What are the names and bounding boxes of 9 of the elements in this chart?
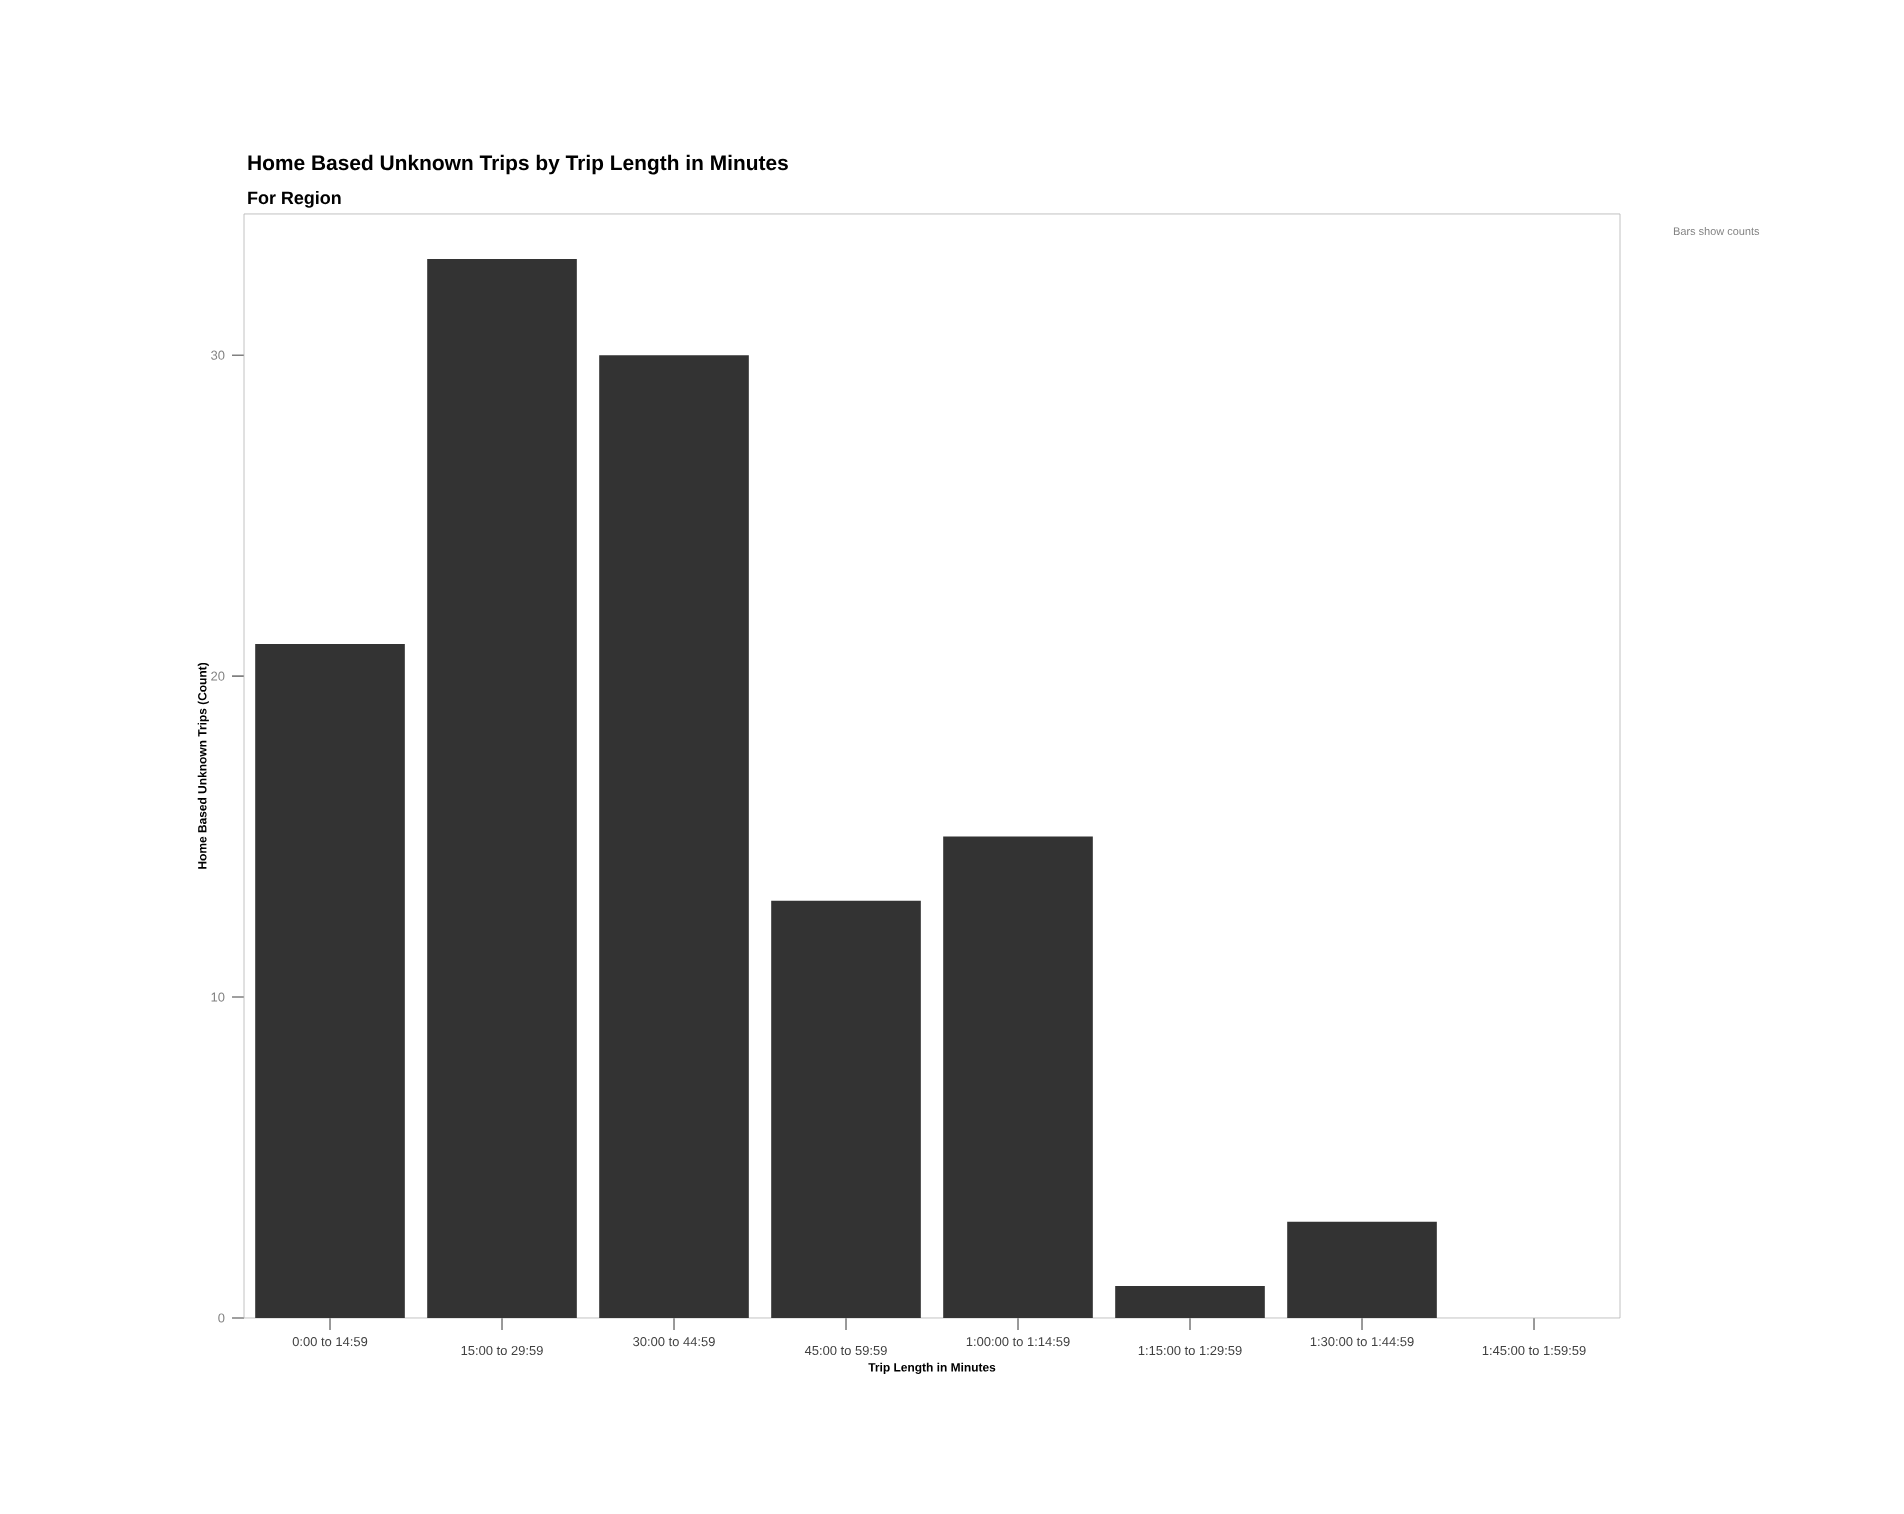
chart-title: Home Based Unknown Trips by Trip Length in Minutes [248, 154, 788, 175]
bar [599, 355, 749, 1318]
bar [427, 258, 577, 1318]
bar [1287, 1221, 1437, 1318]
bar [943, 836, 1093, 1318]
bar [771, 900, 921, 1318]
bar [1115, 1285, 1265, 1318]
bar [255, 644, 405, 1318]
chart-subtitle: For Region [248, 190, 341, 208]
